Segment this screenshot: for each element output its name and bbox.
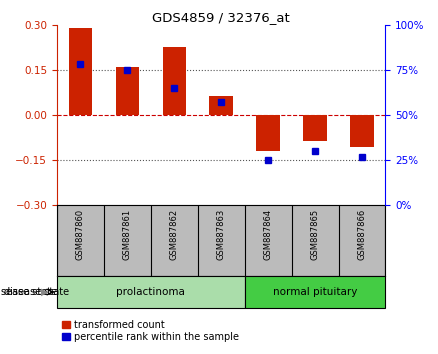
Text: GSM887863: GSM887863 — [217, 209, 226, 260]
Text: GSM887862: GSM887862 — [170, 209, 179, 260]
Bar — [245, 276, 385, 308]
Text: GSM887864: GSM887864 — [264, 209, 272, 260]
Legend: transformed count, percentile rank within the sample: transformed count, percentile rank withi… — [62, 320, 240, 342]
Text: GSM887866: GSM887866 — [357, 209, 367, 260]
Text: prolactinoma: prolactinoma — [117, 287, 185, 297]
Bar — [69, 28, 92, 115]
Bar — [116, 67, 139, 115]
Text: GSM887860: GSM887860 — [76, 209, 85, 260]
Bar — [303, 115, 327, 141]
Title: GDS4859 / 32376_at: GDS4859 / 32376_at — [152, 11, 290, 24]
Bar — [57, 276, 245, 308]
Bar — [350, 115, 374, 147]
Text: ▶: ▶ — [41, 287, 48, 297]
Text: GSM887861: GSM887861 — [123, 209, 132, 260]
Text: disease state: disease state — [4, 287, 70, 297]
Bar — [256, 115, 280, 150]
Bar — [209, 96, 233, 115]
Text: normal pituitary: normal pituitary — [273, 287, 357, 297]
Bar — [162, 47, 186, 115]
Text: GSM887865: GSM887865 — [311, 209, 320, 260]
Text: disease state: disease state — [0, 287, 57, 297]
